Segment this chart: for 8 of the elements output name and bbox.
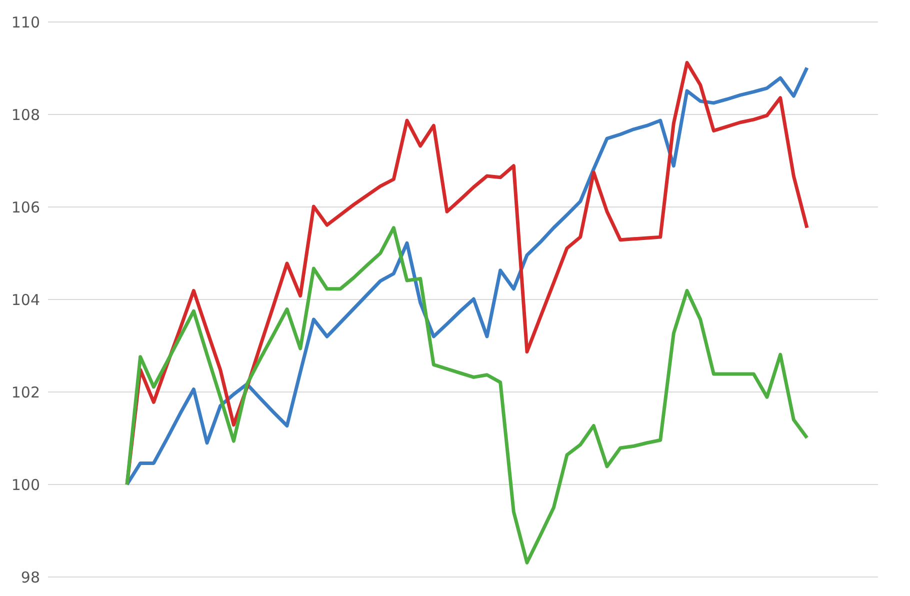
y-tick-label: 110 xyxy=(11,13,40,32)
y-tick-label: 102 xyxy=(11,383,40,402)
y-tick-label: 106 xyxy=(11,198,40,216)
y-tick-label: 98 xyxy=(20,568,40,586)
line-series xyxy=(125,226,809,564)
y-tick-label: 108 xyxy=(11,106,40,124)
y-tick-label: 104 xyxy=(11,290,40,309)
y-tick-label: 100 xyxy=(11,476,40,494)
